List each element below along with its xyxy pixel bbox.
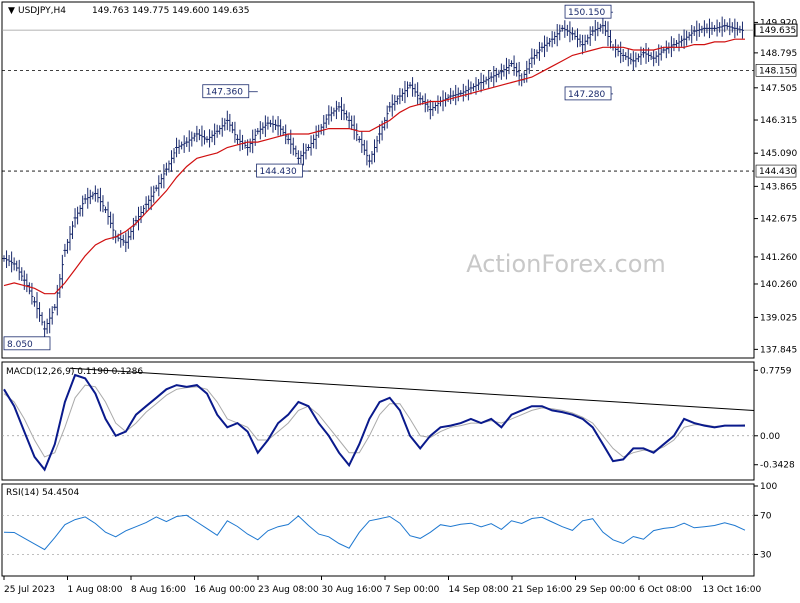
x-axis-label: 8 Aug 16:00 bbox=[131, 585, 186, 595]
level-price-box bbox=[755, 164, 797, 178]
price-axis-label: 139.025 bbox=[760, 313, 797, 323]
price-axis-label: 146.315 bbox=[760, 116, 797, 126]
price-annotation-box bbox=[256, 163, 303, 178]
price-axis-label: 137.845 bbox=[760, 345, 797, 355]
x-axis-label: 14 Sep 08:00 bbox=[449, 585, 509, 595]
macd-panel-frame bbox=[1, 361, 755, 481]
macd-axis-label: 0.7759 bbox=[760, 366, 792, 376]
price-annotation-label: 150.150 bbox=[568, 8, 605, 18]
price-axis-label: 149.920 bbox=[760, 18, 797, 28]
rsi-axis-label: 30 bbox=[760, 550, 772, 560]
current-price-label: 149.635 bbox=[759, 26, 796, 36]
price-axis-label: 142.675 bbox=[760, 215, 797, 225]
x-axis-label: 29 Sep 00:00 bbox=[576, 585, 636, 595]
current-price-box bbox=[754, 23, 798, 37]
rsi-panel: 100 70 30 bbox=[2, 482, 777, 560]
symbol-timeframe-label: USDJPY,H4 bbox=[18, 6, 66, 16]
price-panel: 149.920 148.795 147.505 146.315 145.090 143.8… bbox=[2, 4, 798, 355]
macd-line bbox=[3, 373, 745, 472]
price-annotation-box bbox=[3, 336, 51, 351]
watermark-text: ActionForex.com bbox=[466, 250, 666, 278]
x-axis-label: 21 Sep 16:00 bbox=[512, 585, 572, 595]
macd-title: MACD(12,26,9) 0.1190 0.1286 bbox=[6, 367, 143, 377]
x-axis-label: 30 Aug 16:00 bbox=[322, 585, 383, 595]
macd-axis-label: 0.00 bbox=[760, 432, 780, 442]
rsi-title: RSI(14) 54.4504 bbox=[6, 488, 79, 498]
price-axis-label: 143.865 bbox=[760, 182, 797, 192]
x-axis-label: 16 Aug 00:00 bbox=[195, 585, 256, 595]
x-axis-label: 25 Jul 2023 bbox=[4, 585, 55, 595]
x-axis-label: 7 Sep 00:00 bbox=[385, 585, 440, 595]
price-annotation-label: 147.280 bbox=[568, 90, 605, 100]
price-axis-label: 141.260 bbox=[760, 253, 797, 263]
x-axis-label: 6 Oct 08:00 bbox=[639, 585, 692, 595]
moving-average-line bbox=[3, 38, 745, 295]
price-annotation-box bbox=[564, 4, 612, 19]
rsi-line bbox=[3, 514, 746, 551]
price-axis-label: 148.795 bbox=[760, 49, 797, 59]
price-axis-label: 145.090 bbox=[760, 149, 797, 159]
rsi-axis-label: 70 bbox=[760, 511, 772, 521]
x-axis: 25 Jul 2023 1 Aug 08:00 8 Aug 16:00 16 Aug … bbox=[3, 576, 762, 595]
x-axis-label: 23 Aug 08:00 bbox=[258, 585, 319, 595]
price-annotation-label: 144.430 bbox=[260, 167, 297, 177]
x-axis-label: 1 Aug 08:00 bbox=[68, 585, 123, 595]
price-panel-frame bbox=[1, 1, 755, 359]
price-annotation-label: 147.360 bbox=[206, 88, 243, 98]
price-annotation-box bbox=[564, 86, 612, 101]
level-price-label: 148.150 bbox=[759, 66, 796, 76]
price-annotation-label: 8.050 bbox=[7, 340, 33, 350]
macd-trendline bbox=[69, 367, 755, 411]
level-price-label: 144.430 bbox=[759, 167, 796, 177]
ohlc-label: 149.763 149.775 149.600 149.635 bbox=[92, 6, 249, 16]
price-axis-label: 140.260 bbox=[760, 280, 797, 290]
macd-panel: 0.7759 0.00 -0.3428 bbox=[2, 366, 795, 472]
collapse-triangle-icon[interactable]: ▼ bbox=[8, 6, 15, 16]
macd-axis-label: -0.3428 bbox=[760, 461, 795, 471]
rsi-axis-label: 100 bbox=[760, 482, 777, 492]
price-axis-label: 147.505 bbox=[760, 84, 797, 94]
level-price-box bbox=[755, 64, 797, 77]
x-axis-label: 13 Oct 16:00 bbox=[703, 585, 762, 595]
rsi-panel-frame bbox=[1, 483, 755, 577]
price-annotation-box bbox=[202, 84, 250, 99]
